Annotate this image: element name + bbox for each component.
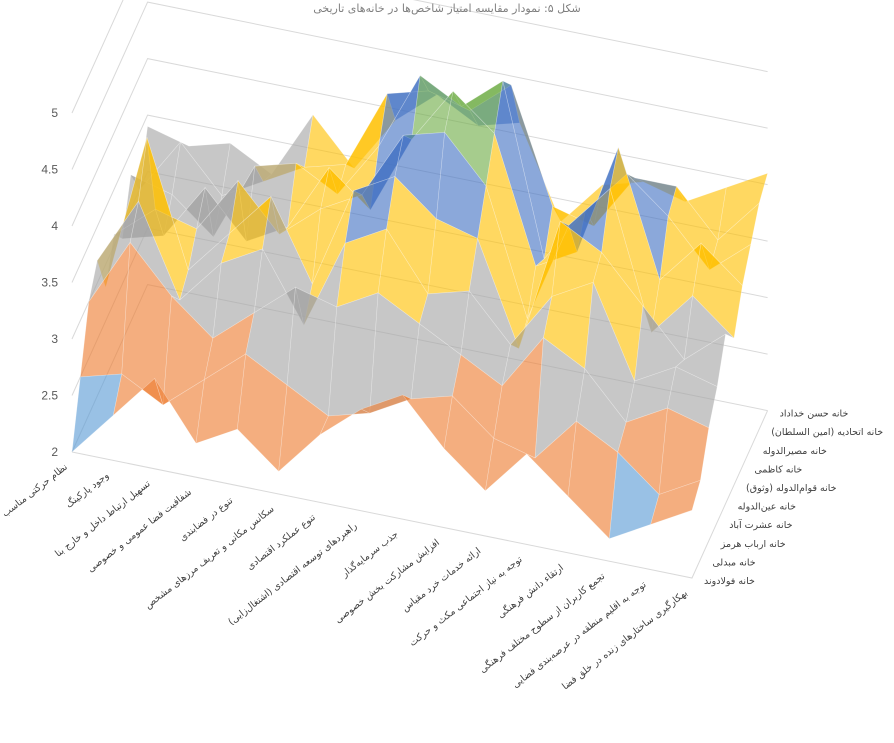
gridline <box>71 0 768 114</box>
z-tick-label: 4 <box>51 219 58 233</box>
surface-cell <box>650 479 701 525</box>
z-tick-label: 2.5 <box>41 389 58 403</box>
category-tick-label: تسهیل ارتباط داخل و خارج بنا <box>53 478 153 559</box>
category-tick-label: نظام حرکتی مناسب <box>0 462 70 520</box>
series-tick-label: خانه ارباب هرمز <box>720 539 786 550</box>
surface-cell <box>675 333 726 388</box>
surface-plot <box>71 74 769 540</box>
series-tick-label: خانه فولادوند <box>704 576 755 587</box>
gridline <box>71 1 768 170</box>
category-tick-label: افزایش مشارکت بخش خصوصی <box>333 537 442 626</box>
series-tick-label: خانه عین‌الدوله <box>738 502 797 513</box>
z-tick-label: 2 <box>51 445 58 459</box>
series-tick-label: خانه اتحادیه (امین السلطان) <box>771 427 883 438</box>
z-tick-label: 4.5 <box>41 163 58 177</box>
series-tick-label: خانه حسن خداداد <box>780 409 849 420</box>
category-tick-label: توجه به نیاز اجتماعی مکث و حرکت <box>407 554 524 649</box>
surface-cell <box>402 394 453 450</box>
category-tick-label: وجود پارکینگ <box>63 469 111 510</box>
series-tick-label: خانه قوام‌الدوله (وثوق) <box>746 483 837 494</box>
surface-cell <box>304 114 355 169</box>
z-tick-label: 5 <box>51 106 58 120</box>
category-tick-label: شفافیت فضا عمومی و خصوصی <box>86 487 194 575</box>
series-axis-tick-labels: خانه فولادوند خانه مبدلی خانه ارباب هرمز خا… <box>704 409 883 587</box>
gridline <box>71 114 768 283</box>
z-tick-label: 3.5 <box>41 276 58 290</box>
z-tick-label: 3 <box>51 332 58 346</box>
floor-edge <box>71 410 769 579</box>
z-axis-tick-labels: 2 2.5 3 3.5 4 4.5 5 <box>41 106 58 459</box>
gridline <box>71 58 768 227</box>
series-tick-label: خانه مبدلی <box>712 557 755 568</box>
series-tick-label: خانه عشرت آباد <box>729 518 792 531</box>
series-tick-label: خانه مصیرالدوله <box>763 446 827 457</box>
header-text: ﺷﮑﻞ ۵: ﻧﻤﻮﺩﺍﺭ ﻣﻘﺎﯾﺴﻪ ﺍﻣﺘﯿﺎﺯ ﺷﺎﺧﺺ‌ﻫﺎ ﺩﺭ ﺧ… <box>313 2 581 15</box>
series-tick-label: خانه کاظمی <box>754 464 802 475</box>
